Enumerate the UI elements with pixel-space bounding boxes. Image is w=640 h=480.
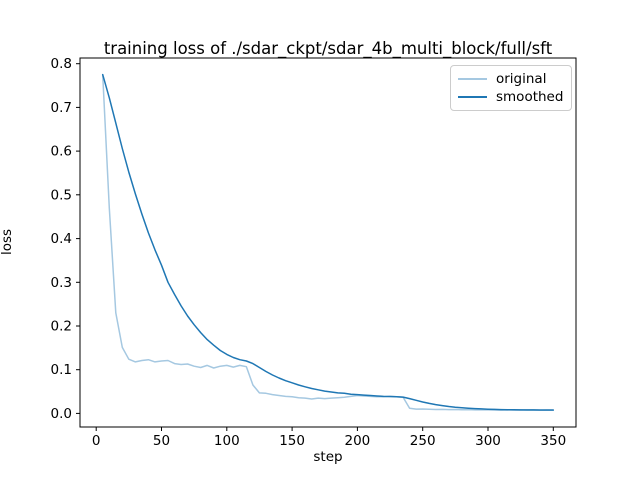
smoothed-line-swatch: [458, 96, 487, 99]
svg-text:300: 300: [475, 433, 501, 449]
legend-label-smoothed: smoothed: [496, 89, 564, 106]
svg-text:50: 50: [153, 433, 170, 449]
svg-text:0: 0: [92, 433, 101, 449]
svg-text:0.6: 0.6: [51, 144, 72, 160]
svg-text:0.1: 0.1: [51, 362, 72, 378]
svg-text:350: 350: [540, 433, 566, 449]
svg-text:100: 100: [214, 433, 240, 449]
legend: original smoothed: [450, 65, 572, 111]
svg-text:0.2: 0.2: [51, 319, 72, 335]
legend-label-original: original: [496, 70, 547, 87]
chart-title: training loss of ./sdar_ckpt/sdar_4b_mul…: [103, 39, 553, 58]
x-axis-label: step: [313, 449, 343, 465]
svg-text:0.4: 0.4: [51, 231, 72, 247]
legend-item-smoothed: smoothed: [458, 89, 564, 105]
original-line-swatch: [458, 77, 487, 80]
svg-text:200: 200: [345, 433, 371, 449]
svg-text:150: 150: [279, 433, 305, 449]
svg-text:0.8: 0.8: [51, 56, 72, 72]
svg-text:0.7: 0.7: [51, 100, 72, 116]
svg-text:0.5: 0.5: [51, 187, 72, 203]
legend-item-original: original: [458, 71, 564, 87]
svg-text:0.3: 0.3: [51, 275, 72, 291]
y-axis-label: loss: [0, 228, 15, 256]
svg-text:0.0: 0.0: [51, 406, 72, 422]
svg-text:250: 250: [410, 433, 436, 449]
